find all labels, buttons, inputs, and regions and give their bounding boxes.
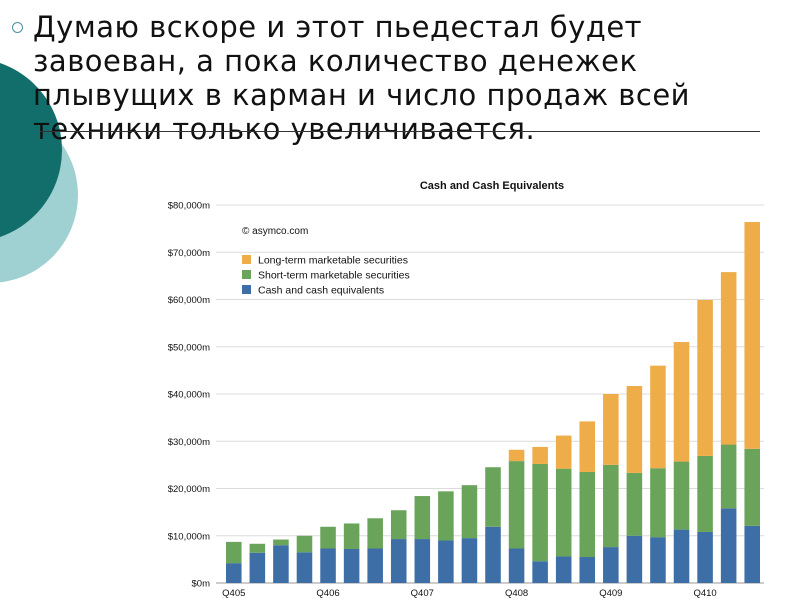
bullet-list: Думаю вскоре и этот пьедестал будет заво… (12, 10, 772, 146)
y-tick-label: $50,000m (168, 342, 210, 353)
bar-cash (320, 548, 336, 583)
x-tick-label: Q405 (222, 588, 245, 599)
x-tick-label: Q409 (599, 588, 622, 599)
bar-cash (343, 548, 360, 583)
slide-decoration (0, 63, 78, 283)
bar-short-term (579, 471, 596, 558)
bar-long-term (720, 272, 737, 445)
bar-short-term (320, 526, 336, 549)
chart-title: Cash and Cash Equivalents (420, 180, 564, 192)
y-tick-label: $20,000m (168, 484, 210, 495)
divider-line (40, 131, 760, 132)
bar-short-term (650, 468, 666, 538)
y-tick-label: $40,000m (168, 390, 210, 401)
y-tick-label: $10,000m (168, 531, 210, 542)
bar-cash (249, 552, 266, 583)
bar-cash (532, 561, 548, 583)
bar-cash (485, 526, 501, 583)
bar-short-term (720, 444, 737, 509)
bar-short-term (273, 539, 289, 546)
bar-short-term (461, 485, 478, 539)
bar-cash (673, 529, 690, 583)
bar-cash (508, 548, 525, 583)
bar-short-term (532, 463, 548, 562)
bar-cash (273, 545, 289, 583)
legend-swatch (242, 255, 251, 264)
legend-label: Cash and cash equivalents (258, 285, 384, 297)
bar-cash (461, 538, 478, 583)
legend-label: Short-term marketable securities (258, 270, 410, 282)
y-tick-label: $0m (192, 579, 211, 590)
bar-cash (226, 563, 242, 583)
bar-short-term (508, 461, 525, 549)
y-tick-label: $60,000m (168, 295, 210, 306)
bar-cash (650, 537, 666, 583)
bar-long-term (697, 299, 713, 456)
bar-short-term (390, 510, 407, 540)
bar-short-term (367, 518, 383, 549)
bar-long-term (532, 446, 548, 464)
bar-short-term (343, 523, 360, 549)
x-tick-label: Q406 (316, 588, 339, 599)
bar-cash (579, 557, 596, 583)
bullet-circle-icon (12, 22, 23, 33)
bar-cash (438, 540, 454, 583)
bar-short-term (296, 535, 313, 553)
bar-short-term (744, 448, 760, 526)
bar-long-term (626, 385, 643, 473)
x-tick-label: Q410 (693, 588, 716, 599)
bar-long-term (650, 365, 666, 469)
bar-long-term (555, 435, 572, 469)
bar-cash (626, 535, 643, 583)
x-tick-label: Q407 (411, 588, 434, 599)
bar-short-term (226, 541, 242, 564)
legend-swatch (242, 285, 251, 294)
bar-cash (603, 547, 619, 583)
bar-long-term (508, 449, 525, 462)
bar-short-term (697, 455, 713, 532)
y-tick-label: $80,000m (168, 201, 210, 212)
bar-cash (414, 539, 431, 583)
bar-short-term (438, 491, 454, 541)
bar-short-term (673, 461, 690, 530)
bar-cash (744, 525, 760, 583)
bar-short-term (603, 464, 619, 548)
y-tick-label: $30,000m (168, 437, 210, 448)
bar-cash (555, 556, 572, 583)
bullet-item: Думаю вскоре и этот пьедестал будет заво… (12, 10, 772, 146)
legend-swatch (242, 270, 251, 279)
bullet-text: Думаю вскоре и этот пьедестал будет заво… (33, 10, 691, 146)
bar-short-term (414, 496, 431, 540)
bar-short-term (249, 543, 266, 553)
y-tick-label: $70,000m (168, 248, 210, 259)
bar-long-term (603, 394, 619, 465)
bar-long-term (673, 342, 690, 462)
bar-long-term (579, 421, 596, 472)
bar-long-term (744, 222, 760, 449)
decor-circle-dark (0, 63, 62, 237)
bar-short-term (485, 467, 501, 527)
chart-annotation: © asymco.com (242, 226, 308, 237)
x-tick-label: Q408 (505, 588, 528, 599)
bar-cash (296, 552, 313, 583)
bar-short-term (555, 468, 572, 557)
bar-short-term (626, 472, 643, 536)
bar-cash (390, 539, 407, 583)
cash-chart: Cash and Cash Equivalents $0m $10,000m $20,… (168, 180, 764, 599)
bar-cash (367, 548, 383, 583)
bar-cash (720, 508, 737, 583)
legend-label: Long-term marketable securities (258, 255, 408, 267)
bar-cash (697, 531, 713, 583)
